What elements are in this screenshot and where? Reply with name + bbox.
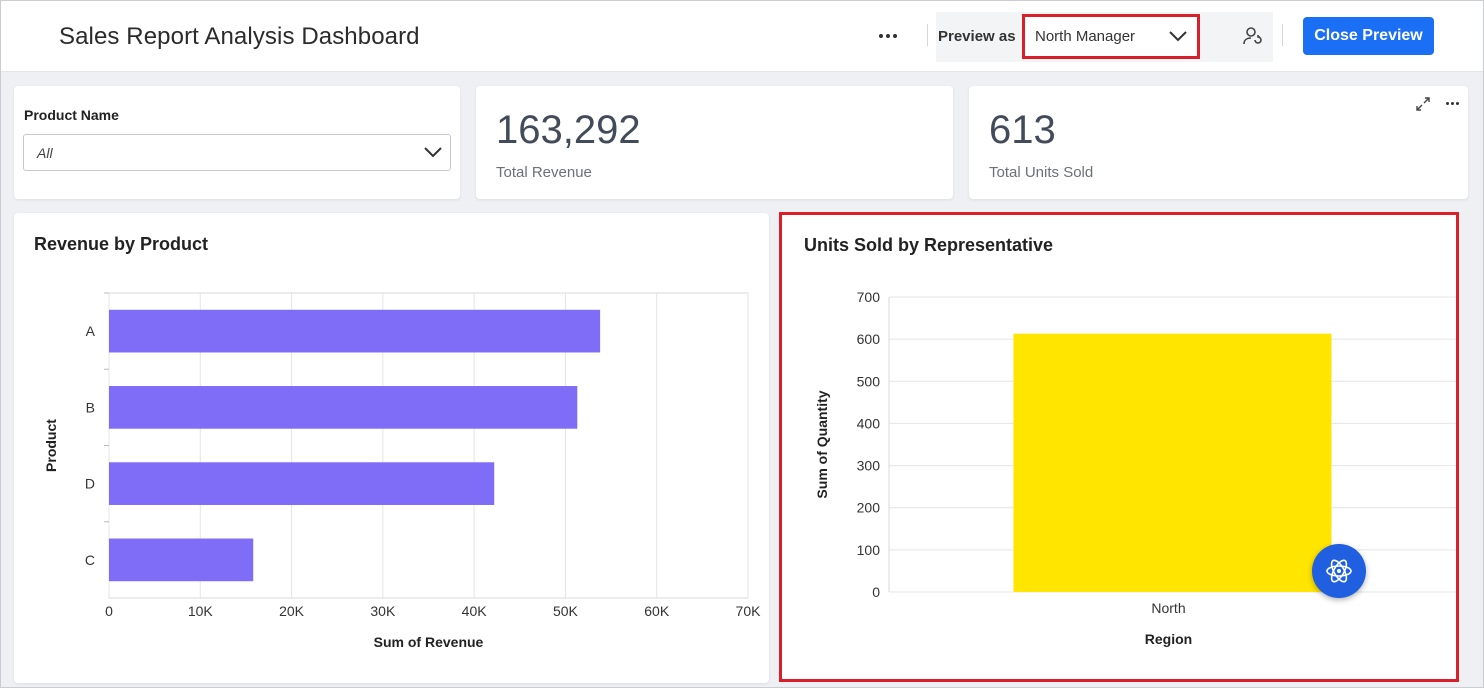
filter-value: All [37,145,53,161]
x-tick-label: 0 [105,603,113,619]
y-tick-label: 100 [857,542,881,558]
kpi-label: Total Units Sold [989,164,1094,181]
units-sold-card: Units Sold by Representative 0 100 200 300 4… [779,212,1459,682]
y-tick-label: 500 [857,373,881,389]
more-options-button[interactable] [872,24,904,48]
filter-label: Product Name [24,107,119,123]
kpi-card-total-units: 613 Total Units Sold [969,86,1468,199]
y-tick-label: 0 [872,584,880,600]
expand-icon[interactable] [1415,96,1431,112]
divider [1282,24,1283,46]
kpi-value: 163,292 [496,108,641,152]
y-tick-label: 700 [857,289,881,305]
y-tick-label: D [85,476,95,492]
preview-as-dropdown[interactable]: North Manager [1022,14,1200,59]
y-tick-label: 600 [857,331,881,347]
x-tick-label: 50K [553,603,579,619]
x-tick-label: 40K [462,603,488,619]
chart-title: Units Sold by Representative [804,235,1054,255]
revenue-by-product-card: Revenue by Product 0 10K 20K 30K 40K 50K 60K 70… [14,213,769,683]
kpi-card-total-revenue: 163,292 Total Revenue [476,86,953,199]
preview-as-label: Preview as [938,28,1016,45]
x-tick-label: North [1151,600,1185,616]
user-switch-icon[interactable] [1240,24,1264,48]
preview-as-value: North Manager [1035,28,1136,45]
close-preview-button[interactable]: Close Preview [1303,17,1434,55]
bar [109,462,495,505]
bar [109,538,254,582]
revenue-chart: 0 10K 20K 30K 40K 50K 60K 70K A B D C Sum of Revenue… [43,292,762,650]
x-tick-label: 30K [370,603,396,619]
units-chart: 0 100 200 300 400 500 600 700 North Region Sum of … [814,289,1456,647]
chevron-down-icon [1169,31,1187,42]
bar [109,386,578,429]
x-tick-label: 20K [279,603,305,619]
y-tick-label: 300 [857,458,881,474]
product-name-dropdown[interactable]: All [23,134,451,171]
chart-title: Revenue by Product [34,234,209,254]
y-tick-label: 400 [857,415,881,431]
x-axis-title: Sum of Revenue [374,634,484,650]
ai-assistant-button[interactable] [1312,544,1366,598]
y-tick-label: A [86,323,96,339]
y-axis-title: Product [43,419,59,472]
bar [109,309,601,353]
atom-icon [1326,559,1352,583]
chevron-down-icon [424,147,442,158]
y-tick-label: C [85,552,95,568]
kpi-value: 613 [989,108,1056,152]
x-axis-title: Region [1145,631,1192,647]
divider [927,24,928,46]
y-axis-title: Sum of Quantity [814,390,830,498]
bar [1013,333,1332,592]
page-title: Sales Report Analysis Dashboard [59,23,420,50]
y-tick-label: B [86,399,95,415]
x-tick-label: 60K [644,603,670,619]
kpi-label: Total Revenue [496,164,592,181]
x-tick-label: 10K [188,603,214,619]
product-filter-card: Product Name All [14,86,460,199]
more-options-button[interactable] [1443,94,1461,112]
y-tick-label: 200 [857,500,881,516]
x-tick-label: 70K [736,603,762,619]
